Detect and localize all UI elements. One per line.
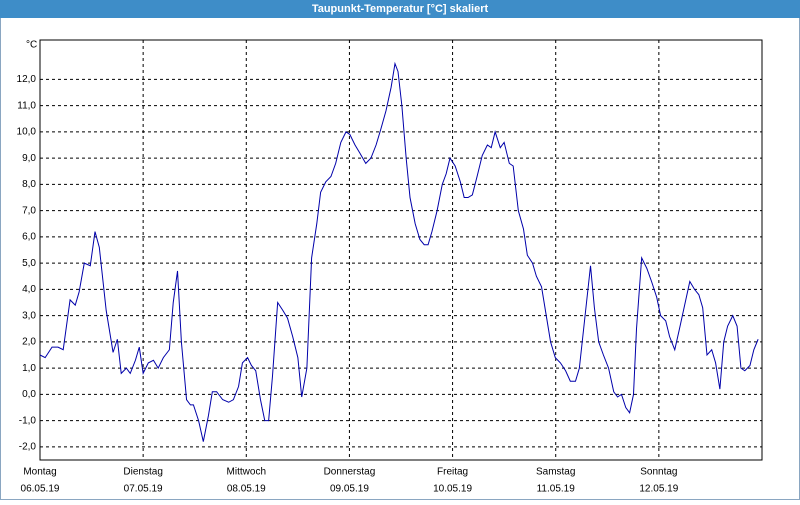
x-tick-date: 10.05.19 xyxy=(433,484,472,495)
x-tick-date: 08.05.19 xyxy=(227,484,266,495)
x-tick-label: Mittwoch xyxy=(227,467,266,478)
y-tick-label: 11,0 xyxy=(17,100,36,111)
x-tick-label: Donnerstag xyxy=(324,467,376,478)
y-tick-label: 10,0 xyxy=(17,127,37,138)
title-bar xyxy=(0,0,800,18)
y-tick-label: 12,0 xyxy=(17,74,37,85)
y-tick-label: 8,0 xyxy=(22,179,36,190)
y-tick-label: 0,0 xyxy=(22,389,36,400)
x-tick-date: 09.05.19 xyxy=(330,484,369,495)
y-tick-label: 2,0 xyxy=(22,337,36,348)
x-tick-label: Montag xyxy=(23,467,56,478)
y-tick-label: 1,0 xyxy=(22,363,36,374)
x-tick-date: 06.05.19 xyxy=(21,484,60,495)
data-line xyxy=(39,61,759,442)
x-tick-label: Samstag xyxy=(536,467,575,478)
x-tick-label: Freitag xyxy=(437,467,468,478)
x-tick-date: 12.05.19 xyxy=(639,484,678,495)
y-tick-label: 6,0 xyxy=(22,232,36,243)
y-tick-label: -2,0 xyxy=(19,442,37,453)
y-tick-label: 3,0 xyxy=(22,310,36,321)
y-tick-label: 7,0 xyxy=(22,205,36,216)
x-tick-label: Sonntag xyxy=(640,467,677,478)
x-tick-date: 07.05.19 xyxy=(124,484,163,495)
y-tick-label: 9,0 xyxy=(22,153,36,164)
y-tick-label: 4,0 xyxy=(22,284,36,295)
y-axis-label: °C xyxy=(26,40,37,51)
y-tick-label: 5,0 xyxy=(22,258,36,269)
y-tick-label: -1,0 xyxy=(19,415,37,426)
x-tick-label: Dienstag xyxy=(123,467,162,478)
x-tick-date: 11.05.19 xyxy=(537,484,576,495)
chart-title: Taupunkt-Temperatur [°C] skaliert xyxy=(312,3,489,15)
